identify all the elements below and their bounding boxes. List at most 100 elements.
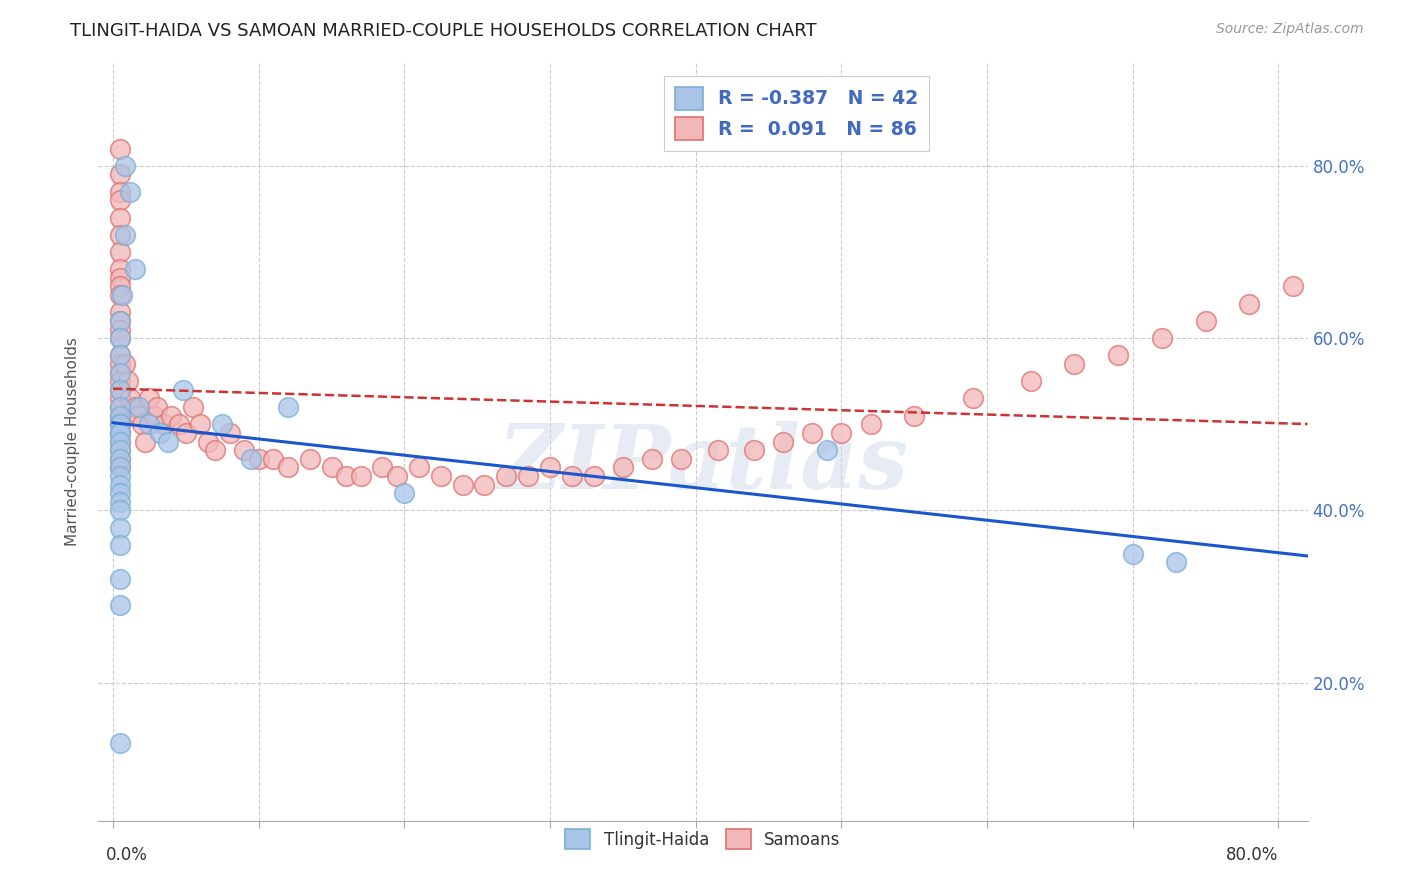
- Point: [1282, 279, 1305, 293]
- Point: [174, 425, 197, 440]
- Legend: Tlingit-Haida, Samoans: Tlingit-Haida, Samoans: [557, 821, 849, 858]
- Point: [110, 270, 132, 285]
- Point: [859, 417, 882, 432]
- Y-axis label: Married-couple Households: Married-couple Households: [65, 337, 80, 546]
- Point: [110, 262, 132, 277]
- Point: [204, 443, 226, 458]
- Point: [247, 451, 270, 466]
- Point: [110, 495, 132, 509]
- Point: [1122, 547, 1144, 561]
- Point: [1166, 555, 1188, 569]
- Point: [110, 348, 132, 362]
- Point: [669, 451, 692, 466]
- Point: [110, 417, 132, 432]
- Point: [114, 227, 136, 242]
- Point: [110, 383, 132, 397]
- Point: [110, 366, 132, 380]
- Point: [110, 366, 132, 380]
- Point: [1239, 296, 1261, 310]
- Point: [321, 460, 343, 475]
- Point: [408, 460, 430, 475]
- Point: [517, 469, 540, 483]
- Point: [131, 417, 153, 432]
- Point: [394, 486, 416, 500]
- Point: [110, 211, 132, 225]
- Point: [190, 417, 212, 432]
- Point: [110, 227, 132, 242]
- Point: [538, 460, 561, 475]
- Point: [801, 425, 824, 440]
- Point: [110, 451, 132, 466]
- Point: [110, 348, 132, 362]
- Point: [197, 434, 219, 449]
- Point: [110, 357, 132, 371]
- Point: [120, 185, 142, 199]
- Point: [903, 409, 925, 423]
- Point: [110, 314, 132, 328]
- Point: [582, 469, 605, 483]
- Point: [335, 469, 357, 483]
- Point: [962, 392, 984, 406]
- Point: [110, 374, 132, 388]
- Point: [117, 374, 139, 388]
- Point: [110, 425, 132, 440]
- Point: [138, 392, 160, 406]
- Point: [815, 443, 838, 458]
- Text: 0.0%: 0.0%: [105, 847, 148, 864]
- Point: [277, 460, 299, 475]
- Point: [495, 469, 517, 483]
- Point: [145, 400, 167, 414]
- Point: [167, 417, 190, 432]
- Text: 80.0%: 80.0%: [1226, 847, 1278, 864]
- Point: [110, 383, 132, 397]
- Point: [612, 460, 634, 475]
- Point: [211, 417, 233, 432]
- Point: [110, 331, 132, 345]
- Point: [111, 288, 134, 302]
- Point: [110, 288, 132, 302]
- Point: [128, 409, 150, 423]
- Point: [110, 142, 132, 156]
- Point: [120, 392, 142, 406]
- Point: [110, 417, 132, 432]
- Point: [110, 425, 132, 440]
- Point: [138, 417, 160, 432]
- Point: [128, 400, 150, 414]
- Point: [110, 400, 132, 414]
- Point: [160, 409, 183, 423]
- Point: [233, 443, 256, 458]
- Point: [110, 409, 132, 423]
- Point: [172, 383, 194, 397]
- Point: [1107, 348, 1129, 362]
- Point: [110, 538, 132, 552]
- Point: [772, 434, 794, 449]
- Point: [742, 443, 765, 458]
- Point: [181, 400, 204, 414]
- Point: [110, 469, 132, 483]
- Point: [110, 486, 132, 500]
- Point: [110, 434, 132, 449]
- Point: [110, 244, 132, 259]
- Point: [298, 451, 321, 466]
- Point: [110, 460, 132, 475]
- Point: [124, 262, 146, 277]
- Point: [142, 409, 165, 423]
- Point: [277, 400, 299, 414]
- Point: [110, 434, 132, 449]
- Point: [1150, 331, 1173, 345]
- Point: [561, 469, 583, 483]
- Point: [110, 409, 132, 423]
- Point: [110, 460, 132, 475]
- Point: [706, 443, 728, 458]
- Point: [110, 314, 132, 328]
- Point: [110, 417, 132, 432]
- Point: [110, 503, 132, 517]
- Point: [350, 469, 373, 483]
- Point: [641, 451, 664, 466]
- Text: TLINGIT-HAIDA VS SAMOAN MARRIED-COUPLE HOUSEHOLDS CORRELATION CHART: TLINGIT-HAIDA VS SAMOAN MARRIED-COUPLE H…: [70, 22, 817, 40]
- Point: [153, 417, 176, 432]
- Point: [385, 469, 408, 483]
- Point: [110, 599, 132, 613]
- Point: [110, 477, 132, 491]
- Point: [110, 331, 132, 345]
